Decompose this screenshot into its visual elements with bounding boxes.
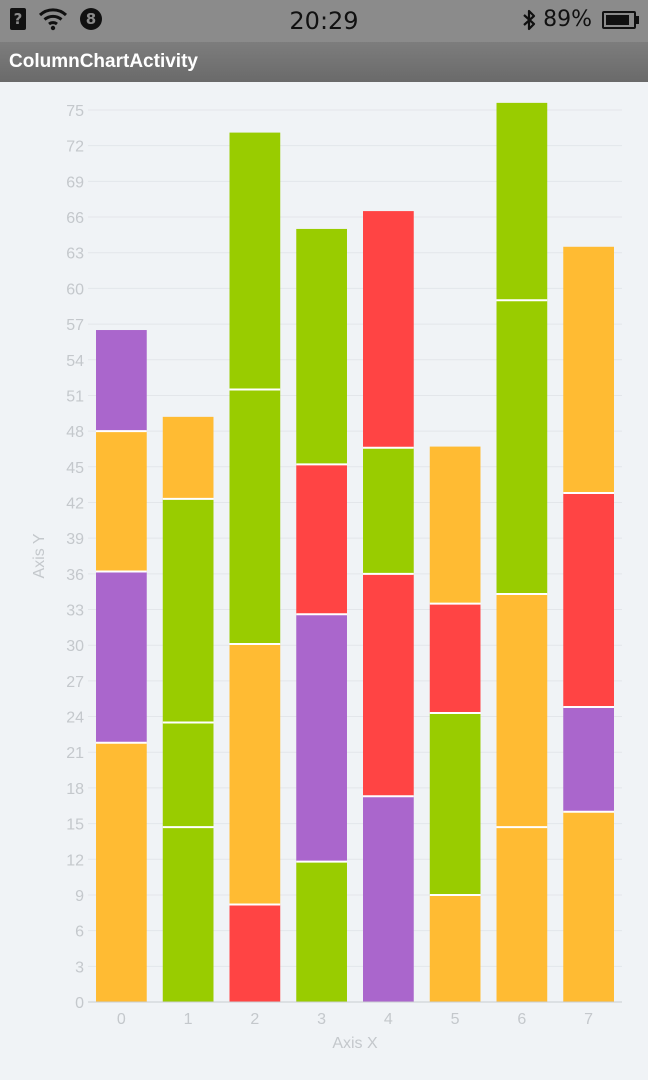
y-tick-label: 45 — [66, 460, 84, 477]
bars — [96, 102, 614, 1002]
bar-segment[interactable] — [162, 722, 214, 828]
bar-segment[interactable] — [296, 614, 347, 862]
bar-segment[interactable] — [563, 246, 614, 493]
bar-segment[interactable] — [429, 712, 481, 895]
bar-segment[interactable] — [296, 464, 347, 615]
y-tick-label: 6 — [75, 924, 84, 941]
y-tick-label: 69 — [66, 174, 84, 191]
status-left-icons: ? 8 — [10, 7, 102, 31]
x-tick-label: 0 — [117, 1011, 126, 1028]
y-tick-label: 24 — [66, 710, 84, 727]
sim-card-icon: ? — [10, 8, 26, 30]
bar-segment[interactable] — [96, 330, 147, 432]
y-tick-label: 48 — [66, 424, 84, 441]
bar-segment[interactable] — [96, 431, 147, 572]
y-axis-ticks: 0369121518212427303336394245485154576063… — [66, 103, 84, 1012]
battery-percent: 89% — [543, 7, 592, 32]
action-bar: ColumnChartActivity — [0, 42, 648, 82]
status-right-icons: 89% — [521, 7, 639, 32]
y-tick-label: 36 — [66, 567, 84, 584]
y-tick-label: 12 — [66, 852, 84, 869]
battery-icon — [602, 10, 639, 29]
bar-segment[interactable] — [229, 132, 281, 390]
x-tick-label: 1 — [184, 1011, 193, 1028]
y-tick-label: 42 — [66, 495, 84, 512]
bar-segment[interactable] — [229, 904, 281, 1002]
y-tick-label: 30 — [66, 638, 84, 655]
bar-segment[interactable] — [496, 102, 548, 301]
y-tick-label: 9 — [75, 888, 84, 905]
column-chart: 0369121518212427303336394245485154576063… — [31, 102, 622, 1052]
bar-segment[interactable] — [363, 447, 414, 574]
battery-level-fill — [606, 14, 630, 25]
notification-badge-icon: 8 — [80, 8, 102, 30]
x-tick-label: 4 — [384, 1011, 393, 1028]
bar-segment[interactable] — [96, 571, 147, 743]
bar-segment[interactable] — [496, 300, 548, 595]
y-tick-label: 39 — [66, 531, 84, 548]
x-axis-ticks: 0 1 2 3 4 5 6 7 — [117, 1011, 593, 1028]
y-tick-label: 51 — [66, 388, 84, 405]
wifi-icon — [38, 7, 68, 31]
status-time: 20:29 — [289, 7, 359, 35]
bar-segment[interactable] — [429, 894, 481, 1002]
x-tick-label: 2 — [250, 1011, 259, 1028]
bar-segment[interactable] — [296, 228, 347, 465]
x-axis-title: Axis X — [332, 1035, 378, 1052]
y-tick-label: 15 — [66, 817, 84, 834]
bar-segment[interactable] — [363, 211, 414, 448]
y-tick-label: 54 — [66, 353, 84, 370]
bar-segment[interactable] — [162, 827, 214, 1002]
y-tick-label: 66 — [66, 210, 84, 227]
bar-segment[interactable] — [229, 644, 281, 905]
y-tick-label: 27 — [66, 674, 84, 691]
y-tick-label: 72 — [66, 139, 84, 156]
y-tick-label: 63 — [66, 246, 84, 263]
x-tick-label: 3 — [317, 1011, 326, 1028]
bar-segment[interactable] — [496, 594, 548, 828]
bar-segment[interactable] — [363, 573, 414, 797]
x-tick-label: 6 — [517, 1011, 526, 1028]
status-bar: ? 8 20:29 89% — [0, 0, 648, 42]
x-tick-label: 5 — [451, 1011, 460, 1028]
y-axis-title: Axis Y — [31, 533, 48, 578]
page-title: ColumnChartActivity — [9, 51, 198, 72]
y-tick-label: 0 — [75, 995, 84, 1012]
bar-segment[interactable] — [96, 742, 147, 1002]
bar-segment[interactable] — [162, 498, 214, 723]
bar-segment[interactable] — [563, 707, 614, 812]
bar-segment[interactable] — [229, 389, 281, 645]
y-tick-label: 57 — [66, 317, 84, 334]
bar-segment[interactable] — [162, 416, 214, 499]
bar-segment[interactable] — [429, 446, 481, 604]
bar-segment[interactable] — [496, 827, 548, 1002]
bar-segment[interactable] — [296, 861, 347, 1002]
x-tick-label: 7 — [584, 1011, 593, 1028]
bluetooth-icon — [521, 8, 537, 32]
bar-segment[interactable] — [363, 796, 414, 1002]
bar-segment[interactable] — [563, 811, 614, 1002]
bar-segment[interactable] — [429, 603, 481, 713]
y-tick-label: 21 — [66, 745, 84, 762]
y-tick-label: 33 — [66, 603, 84, 620]
y-tick-label: 18 — [66, 781, 84, 798]
y-tick-label: 60 — [66, 281, 84, 298]
bar-segment[interactable] — [563, 492, 614, 708]
y-tick-label: 3 — [75, 959, 84, 976]
y-tick-label: 75 — [66, 103, 84, 120]
